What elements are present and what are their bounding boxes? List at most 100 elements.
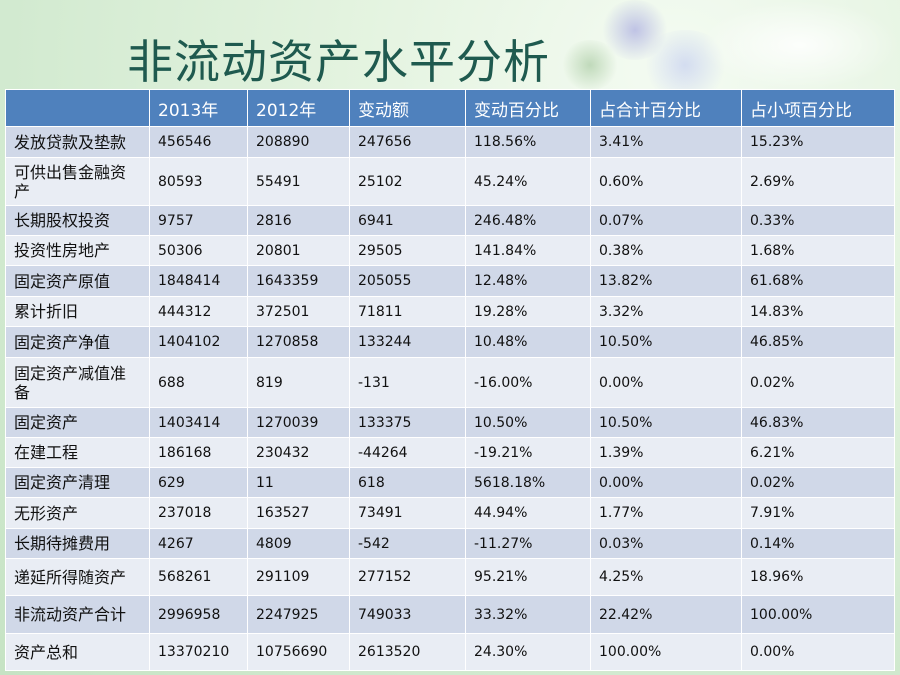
table-cell: 80593 xyxy=(149,157,248,206)
table-cell: 247656 xyxy=(349,126,466,158)
row-label: 非流动资产合计 xyxy=(5,595,150,634)
table-cell: 230432 xyxy=(247,437,350,468)
table-cell: 0.38% xyxy=(590,235,742,266)
row-label: 在建工程 xyxy=(5,437,150,468)
table-cell: 6941 xyxy=(349,205,466,236)
table-cell: 2247925 xyxy=(247,595,350,634)
row-label: 固定资产原值 xyxy=(5,265,150,297)
table-cell: 12.48% xyxy=(465,265,591,297)
table-cell: 2996958 xyxy=(149,595,248,634)
table-row: 在建工程 186168 230432 -44264 -19.21% 1.39% 6.21% xyxy=(5,437,895,468)
table-cell: 246.48% xyxy=(465,205,591,236)
table-cell: 133244 xyxy=(349,326,466,358)
asset-analysis-table: 2013年 2012年 变动额 变动百分比 占合计百分比 占小项百分比 发放贷款及垫款 45… xyxy=(5,89,895,671)
table-cell: 33.32% xyxy=(465,595,591,634)
table-cell: 10.50% xyxy=(590,407,742,438)
table-cell: -16.00% xyxy=(465,357,591,408)
table-cell: 688 xyxy=(149,357,248,408)
decorative-leaf xyxy=(560,40,620,90)
table-cell: 1643359 xyxy=(247,265,350,297)
table-cell: 118.56% xyxy=(465,126,591,158)
table-row: 递延所得随资产 568261 291109 277152 95.21% 4.25% 18.9… xyxy=(5,558,895,596)
table-cell: 44.94% xyxy=(465,497,591,529)
table-cell: 46.83% xyxy=(741,407,895,438)
table-row: 累计折旧 444312 372501 71811 19.28% 3.32% 14.83% xyxy=(5,296,895,327)
table-cell: 46.85% xyxy=(741,326,895,358)
table-cell: 1.77% xyxy=(590,497,742,529)
table-cell: 10.48% xyxy=(465,326,591,358)
table-cell: 568261 xyxy=(149,558,248,596)
table-cell: 14.83% xyxy=(741,296,895,327)
column-header xyxy=(5,89,150,127)
table-cell: -19.21% xyxy=(465,437,591,468)
table-cell: 0.07% xyxy=(590,205,742,236)
table-row: 固定资产 1403414 1270039 133375 10.50% 10.50% 46.8… xyxy=(5,407,895,438)
table-cell: 819 xyxy=(247,357,350,408)
table-row: 固定资产减值准备 688 819 -131 -16.00% 0.00% 0.02% xyxy=(5,357,895,408)
table-cell: 71811 xyxy=(349,296,466,327)
table-cell: 13.82% xyxy=(590,265,742,297)
decorative-glow xyxy=(700,0,900,90)
table-cell: 55491 xyxy=(247,157,350,206)
table-cell: 3.41% xyxy=(590,126,742,158)
column-header: 变动额 xyxy=(349,89,466,127)
table-cell: 205055 xyxy=(349,265,466,297)
row-label: 长期股权投资 xyxy=(5,205,150,236)
table-row: 发放贷款及垫款 456546 208890 247656 118.56% 3.41% 15.… xyxy=(5,126,895,158)
row-label: 固定资产 xyxy=(5,407,150,438)
table-cell: 29505 xyxy=(349,235,466,266)
table-row: 长期股权投资 9757 2816 6941 246.48% 0.07% 0.33% xyxy=(5,205,895,236)
table-cell: 2613520 xyxy=(349,633,466,671)
table-cell: 19.28% xyxy=(465,296,591,327)
table-cell: 4809 xyxy=(247,528,350,559)
table-cell: 1270858 xyxy=(247,326,350,358)
table-cell: 456546 xyxy=(149,126,248,158)
table-cell: 7.91% xyxy=(741,497,895,529)
table-cell: 291109 xyxy=(247,558,350,596)
table-cell: 1270039 xyxy=(247,407,350,438)
table-cell: 0.00% xyxy=(590,357,742,408)
table-cell: 0.60% xyxy=(590,157,742,206)
table-cell: 10.50% xyxy=(590,326,742,358)
table-cell: 25102 xyxy=(349,157,466,206)
table-cell: 18.96% xyxy=(741,558,895,596)
column-header: 变动百分比 xyxy=(465,89,591,127)
table-cell: -542 xyxy=(349,528,466,559)
row-label: 固定资产净值 xyxy=(5,326,150,358)
row-label: 长期待摊费用 xyxy=(5,528,150,559)
table-row: 可供出售金融资产 80593 55491 25102 45.24% 0.60% 2.69% xyxy=(5,157,895,206)
table-cell: 0.02% xyxy=(741,467,895,498)
table-row: 无形资产 237018 163527 73491 44.94% 1.77% 7.91% xyxy=(5,497,895,529)
table-cell: 372501 xyxy=(247,296,350,327)
table-row: 资产总和 13370210 10756690 2613520 24.30% 100.00%… xyxy=(5,633,895,671)
table-cell: 4.25% xyxy=(590,558,742,596)
table-cell: 1404102 xyxy=(149,326,248,358)
table-cell: 141.84% xyxy=(465,235,591,266)
table-cell: 6.21% xyxy=(741,437,895,468)
table-cell: 11 xyxy=(247,467,350,498)
table-cell: 50306 xyxy=(149,235,248,266)
slide-title: 非流动资产水平分析 xyxy=(127,35,550,89)
table-cell: 100.00% xyxy=(741,595,895,634)
table-cell: 2816 xyxy=(247,205,350,236)
table-cell: 618 xyxy=(349,467,466,498)
table-cell: 13370210 xyxy=(149,633,248,671)
column-header: 2012年 xyxy=(247,89,350,127)
column-header: 占小项百分比 xyxy=(741,89,895,127)
row-label: 固定资产减值准备 xyxy=(5,357,150,408)
table-cell: 3.32% xyxy=(590,296,742,327)
row-label: 固定资产清理 xyxy=(5,467,150,498)
table-cell: -44264 xyxy=(349,437,466,468)
table-cell: 10.50% xyxy=(465,407,591,438)
table-cell: 73491 xyxy=(349,497,466,529)
table-cell: -11.27% xyxy=(465,528,591,559)
table-cell: 0.00% xyxy=(590,467,742,498)
table-cell: 0.33% xyxy=(741,205,895,236)
table-cell: 237018 xyxy=(149,497,248,529)
table-cell: 1848414 xyxy=(149,265,248,297)
table-cell: 1403414 xyxy=(149,407,248,438)
column-header: 2013年 xyxy=(149,89,248,127)
decorative-flower xyxy=(600,0,670,60)
table-cell: 1.39% xyxy=(590,437,742,468)
table-cell: 133375 xyxy=(349,407,466,438)
